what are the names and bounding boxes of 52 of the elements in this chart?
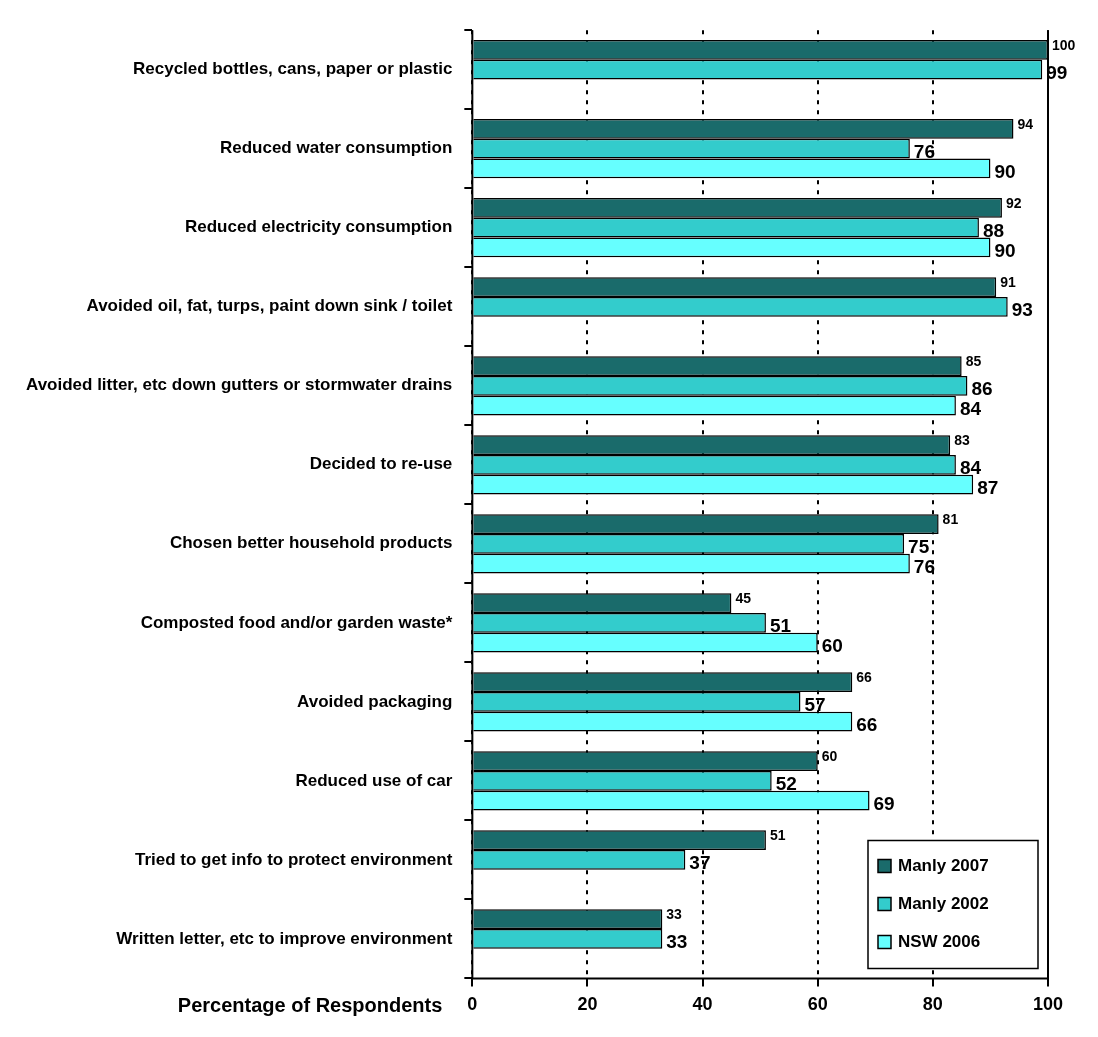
data-label: 37 — [689, 852, 711, 874]
data-label: 81 — [942, 510, 959, 527]
data-label: 51 — [769, 615, 792, 637]
data-label: 100 — [1052, 36, 1076, 53]
legend-label: NSW 2006 — [898, 932, 981, 952]
x-tick-label: 100 — [1032, 994, 1064, 1015]
data-label: 75 — [908, 536, 930, 558]
x-tick-label: 40 — [692, 994, 713, 1015]
y-tick-label: Recycled bottles, cans, paper or plastic — [132, 59, 453, 79]
legend-label: Manly 2007 — [898, 856, 989, 876]
data-label: 33 — [666, 931, 688, 953]
data-label: 66 — [856, 668, 873, 685]
data-label: 90 — [994, 160, 1016, 182]
data-label: 93 — [1011, 298, 1033, 320]
y-tick-label: Decided to re-use — [309, 454, 453, 474]
data-label: 86 — [971, 378, 993, 400]
y-tick-label: Avoided packaging — [297, 691, 453, 711]
data-label: 91 — [1000, 273, 1016, 290]
y-tick-label: Reduced water consumption — [219, 138, 453, 158]
data-label: 33 — [666, 906, 683, 922]
data-label: 85 — [965, 352, 982, 369]
x-tick-label: 60 — [807, 994, 828, 1015]
y-tick-label: Avoided litter, etc down gutters or stormwater drains — [25, 375, 453, 395]
y-tick-label: Chosen better household products — [169, 533, 453, 553]
data-label: 90 — [994, 239, 1016, 261]
data-label: 60 — [821, 634, 843, 656]
data-label: 66 — [856, 713, 878, 735]
data-label: 84 — [959, 457, 982, 479]
data-label: 87 — [977, 476, 999, 498]
legend-label: Manly 2002 — [898, 894, 989, 914]
data-label: 52 — [775, 773, 797, 795]
data-label: 76 — [913, 555, 935, 577]
data-label: 69 — [873, 792, 895, 814]
x-tick-label: 20 — [577, 994, 598, 1015]
y-tick-label: Tried to get info to protect environment — [134, 849, 453, 869]
y-tick-label: Avoided oil, fat, turps, paint down sink / toilet — [86, 296, 453, 316]
data-label: 84 — [959, 397, 982, 419]
x-tick-label: 0 — [467, 994, 478, 1015]
x-axis-title: Percentage of Respondents — [177, 993, 443, 1016]
x-tick-label: 80 — [922, 994, 943, 1015]
data-label: 94 — [1017, 115, 1034, 132]
y-tick-label: Reduced electricity consumption — [184, 217, 453, 237]
data-label: 92 — [1005, 194, 1022, 211]
data-label: 57 — [804, 694, 826, 716]
y-tick-label: Reduced use of car — [295, 770, 453, 790]
data-label: 45 — [735, 589, 752, 606]
data-label: 83 — [954, 431, 970, 448]
y-tick-label: Composted food and/or garden waste* — [140, 612, 453, 632]
data-label: 88 — [982, 219, 1005, 241]
data-label: 60 — [821, 747, 838, 764]
data-label: 51 — [769, 826, 786, 843]
y-tick-label: Written letter, etc to improve environment — [116, 928, 453, 948]
